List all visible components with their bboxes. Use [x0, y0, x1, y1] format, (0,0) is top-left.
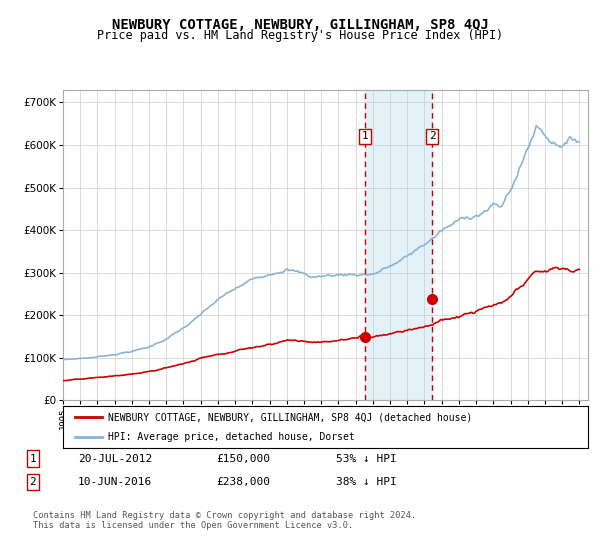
Text: Contains HM Land Registry data © Crown copyright and database right 2024.
This d: Contains HM Land Registry data © Crown c… [33, 511, 416, 530]
Text: 1: 1 [29, 454, 37, 464]
Text: 53% ↓ HPI: 53% ↓ HPI [336, 454, 397, 464]
Text: 1: 1 [362, 132, 368, 142]
Text: 2: 2 [428, 132, 436, 142]
Text: 2: 2 [29, 477, 37, 487]
Text: Price paid vs. HM Land Registry's House Price Index (HPI): Price paid vs. HM Land Registry's House … [97, 29, 503, 42]
Text: £150,000: £150,000 [216, 454, 270, 464]
Text: HPI: Average price, detached house, Dorset: HPI: Average price, detached house, Dors… [107, 432, 355, 442]
Text: 38% ↓ HPI: 38% ↓ HPI [336, 477, 397, 487]
Text: 20-JUL-2012: 20-JUL-2012 [78, 454, 152, 464]
Text: NEWBURY COTTAGE, NEWBURY, GILLINGHAM, SP8 4QJ (detached house): NEWBURY COTTAGE, NEWBURY, GILLINGHAM, SP… [107, 412, 472, 422]
Bar [365, 90, 432, 400]
Text: NEWBURY COTTAGE, NEWBURY, GILLINGHAM, SP8 4QJ: NEWBURY COTTAGE, NEWBURY, GILLINGHAM, SP… [112, 18, 488, 32]
Text: £238,000: £238,000 [216, 477, 270, 487]
Text: 10-JUN-2016: 10-JUN-2016 [78, 477, 152, 487]
